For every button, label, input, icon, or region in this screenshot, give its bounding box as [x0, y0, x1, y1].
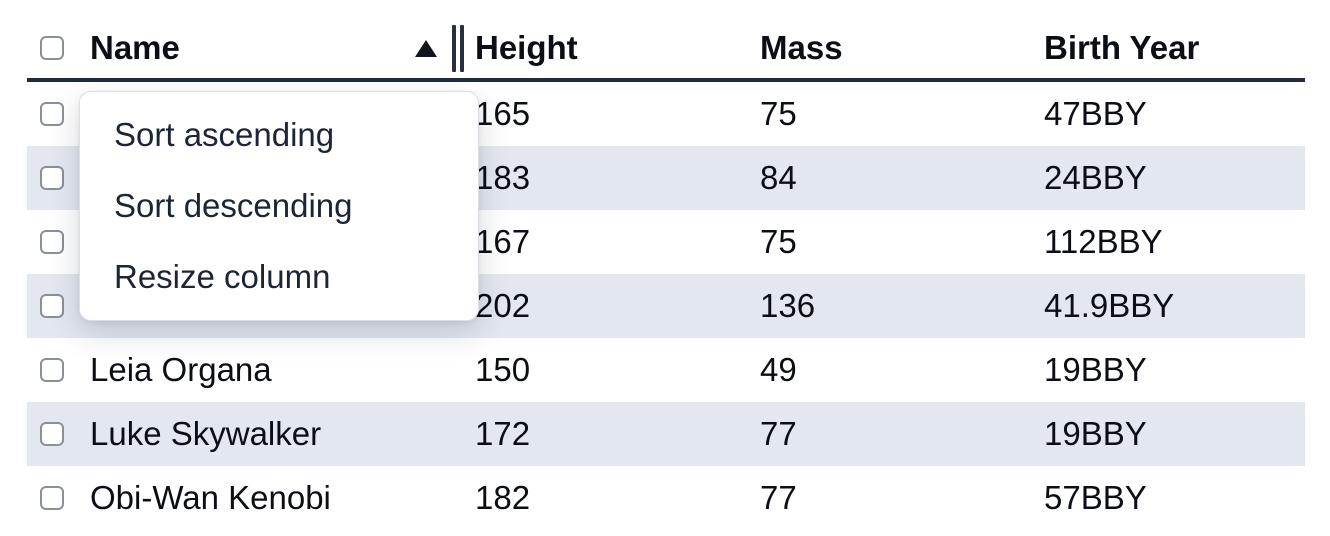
cell-height: 150 [475, 351, 531, 388]
row-checkbox[interactable] [40, 294, 64, 318]
cell-birth-year: 112BBY [1044, 223, 1163, 260]
table-row: 165 75 47BBY [27, 82, 1305, 146]
column-resize-handle-icon[interactable] [452, 24, 464, 72]
header-select-cell [27, 36, 90, 60]
cell-mass: 77 [760, 479, 797, 510]
menu-item-resize-column[interactable]: Resize column [80, 241, 478, 312]
column-header-birth-year[interactable]: Birth Year [1044, 29, 1305, 67]
cell-birth-year: 47BBY [1044, 95, 1147, 132]
cell-height: 182 [475, 479, 531, 510]
table-header-row: Name Height Mass Birth Year [27, 0, 1305, 82]
cell-mass: 75 [760, 95, 797, 132]
row-checkbox[interactable] [40, 422, 64, 446]
table-row: Leia Organa 150 49 19BBY [27, 338, 1305, 402]
row-checkbox[interactable] [40, 486, 64, 510]
cell-mass: 49 [760, 351, 797, 388]
sort-ascending-icon[interactable] [415, 39, 437, 57]
column-header-mass-label: Mass [760, 29, 843, 66]
row-select-cell [27, 486, 90, 510]
cell-birth-year: 41.9BBY [1044, 287, 1175, 324]
column-header-mass[interactable]: Mass [760, 29, 1044, 67]
table-body: 165 75 47BBY 183 84 24BBY 167 75 112BBY 202 136 41.… [27, 82, 1305, 510]
row-select-cell [27, 294, 90, 318]
cell-height: 167 [475, 223, 531, 260]
menu-item-sort-ascending[interactable]: Sort ascending [80, 100, 478, 171]
column-header-name[interactable]: Name [90, 24, 475, 72]
cell-birth-year: 19BBY [1044, 351, 1147, 388]
row-checkbox[interactable] [40, 102, 64, 126]
row-checkbox[interactable] [40, 230, 64, 254]
row-select-cell [27, 230, 90, 254]
cell-birth-year: 24BBY [1044, 159, 1147, 196]
cell-height: 183 [475, 159, 531, 196]
menu-item-sort-descending[interactable]: Sort descending [80, 171, 478, 242]
cell-name: Obi-Wan Kenobi [90, 479, 331, 510]
cell-mass: 75 [760, 223, 797, 260]
column-context-menu: Sort ascending Sort descending Resize co… [79, 91, 479, 321]
menu-item-sort-ascending-label: Sort ascending [114, 116, 335, 154]
cell-height: 165 [475, 95, 531, 132]
row-select-cell [27, 166, 90, 190]
table-row: 167 75 112BBY [27, 210, 1305, 274]
row-checkbox[interactable] [40, 166, 64, 190]
cell-name: Luke Skywalker [90, 415, 322, 452]
table-row: Obi-Wan Kenobi 182 77 57BBY [27, 466, 1305, 510]
cell-height: 172 [475, 415, 531, 452]
menu-item-sort-descending-label: Sort descending [114, 187, 353, 224]
row-checkbox[interactable] [40, 358, 64, 382]
cell-mass: 77 [760, 415, 797, 452]
cell-birth-year: 57BBY [1044, 479, 1147, 510]
cell-name: Leia Organa [90, 351, 272, 388]
row-select-cell [27, 358, 90, 382]
column-header-height[interactable]: Height [475, 29, 760, 67]
cell-height: 202 [475, 287, 531, 324]
column-header-name-label: Name [90, 29, 180, 66]
row-select-cell [27, 102, 90, 126]
column-header-height-label: Height [475, 29, 578, 66]
cell-mass: 84 [760, 159, 797, 196]
menu-item-resize-column-label: Resize column [114, 257, 331, 295]
cell-birth-year: 19BBY [1044, 415, 1147, 452]
cell-mass: 136 [760, 287, 816, 324]
column-header-birth-year-label: Birth Year [1044, 29, 1200, 66]
table-row: Luke Skywalker 172 77 19BBY [27, 402, 1305, 466]
select-all-checkbox[interactable] [40, 36, 64, 60]
row-select-cell [27, 422, 90, 446]
